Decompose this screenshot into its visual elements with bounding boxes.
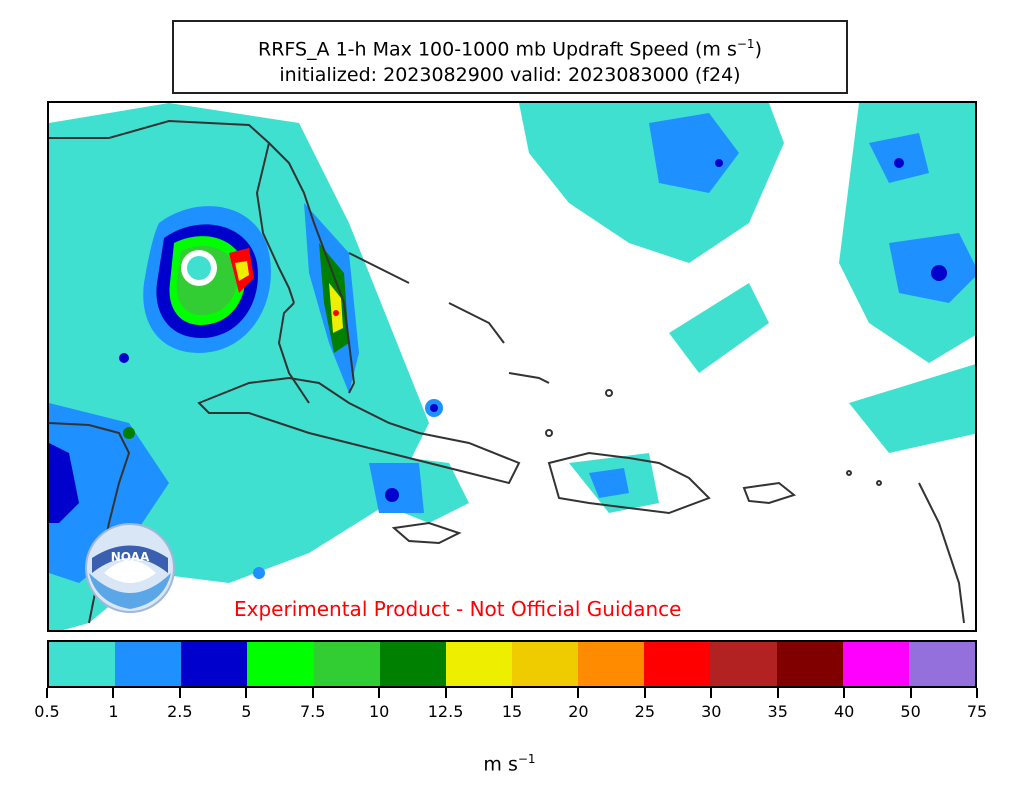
colorbar-ticks: 0.5 1 2.5 5 7.5 10 12.5 15 20 25 30 35 40 50 75 xyxy=(34,688,987,728)
tick-label: 20 xyxy=(568,702,589,721)
tick-mark xyxy=(843,688,846,698)
tick-mark xyxy=(577,688,580,698)
colorbar-segment xyxy=(181,642,248,686)
tick-label: 35 xyxy=(767,702,788,721)
tick-label: 25 xyxy=(634,702,656,721)
colorbar-segment xyxy=(908,642,975,686)
tick-mark xyxy=(710,688,713,698)
updraft-field-gulf xyxy=(49,103,659,630)
experimental-watermark: Experimental Product - Not Official Guid… xyxy=(234,597,682,621)
tick-mark xyxy=(378,688,381,698)
tick-mark xyxy=(245,688,248,698)
tick-label: 50 xyxy=(900,702,921,721)
title-line-2: initialized: 2023082900 valid: 202308300… xyxy=(279,64,741,87)
title-line-1: RRFS_A 1-h Max 100-1000 mb Updraft Speed… xyxy=(258,37,762,61)
colorbar-segment xyxy=(511,642,579,686)
colorbar-segment xyxy=(313,642,380,686)
tick-label: 1 xyxy=(108,702,119,721)
tick-mark xyxy=(46,688,48,698)
tick-label: 40 xyxy=(833,702,855,721)
tick-mark xyxy=(976,688,978,698)
tick-label: 2.5 xyxy=(167,702,193,721)
tick-mark xyxy=(909,688,912,698)
colorbar-segment xyxy=(644,642,711,686)
tick-label: 0.5 xyxy=(34,702,60,721)
colorbar-segment xyxy=(115,642,182,686)
updraft-field-ne xyxy=(519,103,975,453)
tick-mark xyxy=(112,688,115,698)
colorbar-segment xyxy=(842,642,909,686)
colorbar-segment xyxy=(379,642,446,686)
tick-mark xyxy=(444,688,447,698)
tick-label: 75 xyxy=(966,702,988,721)
coastlines xyxy=(49,119,965,624)
noaa-logo: NOAA xyxy=(85,523,175,613)
tick-label: 12.5 xyxy=(427,702,464,721)
tick-mark xyxy=(178,688,181,698)
tick-label: 10 xyxy=(368,702,390,721)
map-graphic: NOAA xyxy=(49,103,975,630)
noaa-logo-text: NOAA xyxy=(111,550,150,564)
tick-mark xyxy=(311,688,314,698)
colorbar-units: m s−1 xyxy=(483,752,536,776)
tick-label: 7.5 xyxy=(299,702,326,721)
colorbar-segment xyxy=(578,642,645,686)
colorbar-segment xyxy=(710,642,777,686)
tick-label: 5 xyxy=(241,702,252,721)
colorbar-segment xyxy=(445,642,512,686)
colorbar-segment xyxy=(49,642,116,686)
tick-mark xyxy=(511,688,513,698)
tick-mark xyxy=(643,688,646,698)
colorbar-segment xyxy=(776,642,843,686)
tick-mark xyxy=(776,688,779,698)
colorbar-segment xyxy=(247,642,314,686)
map-panel: NOAA Experimental Product - Not Official… xyxy=(47,101,977,632)
title-box: RRFS_A 1-h Max 100-1000 mb Updraft Speed… xyxy=(172,20,848,94)
tick-label: 30 xyxy=(701,702,722,721)
tick-label: 15 xyxy=(501,702,523,721)
colorbar xyxy=(47,640,977,688)
